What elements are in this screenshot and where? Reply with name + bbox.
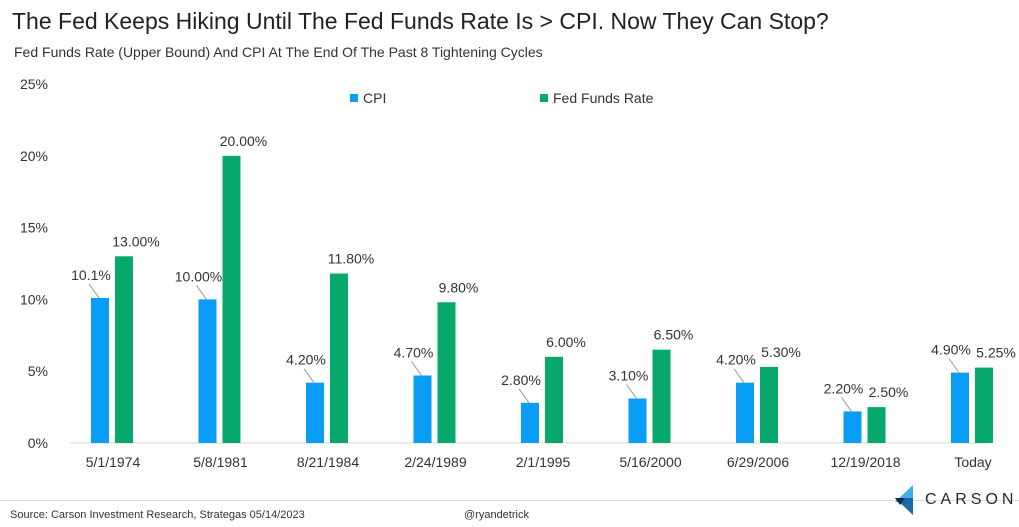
leader-line <box>733 368 745 383</box>
ffr-bar <box>545 356 563 443</box>
cpi-bar <box>843 411 862 443</box>
y-tick-label: 0% <box>28 435 48 451</box>
leader-line <box>196 285 207 300</box>
ffr-bar <box>437 302 456 443</box>
x-tick-label: 2/1/1995 <box>516 454 571 470</box>
cpi-data-label: 2.80% <box>501 372 541 388</box>
legend-swatch <box>350 94 358 102</box>
ffr-data-label: 6.00% <box>546 334 586 350</box>
cpi-bar <box>306 382 324 443</box>
twitter-handle: @ryandetrick <box>464 509 529 521</box>
x-tick-label: Today <box>954 454 991 470</box>
ffr-bar <box>867 407 886 443</box>
x-tick-label: 6/29/2006 <box>727 454 789 470</box>
ffr-bar <box>222 155 241 444</box>
y-tick-label: 15% <box>20 220 48 236</box>
ffr-bar <box>760 366 778 443</box>
legend-label: CPI <box>363 90 386 106</box>
x-tick-label: 5/1/1974 <box>86 454 141 470</box>
leader-line <box>88 283 100 299</box>
ffr-data-label: 9.80% <box>439 279 479 295</box>
leader-line <box>411 361 422 376</box>
cpi-bar <box>521 402 539 443</box>
ffr-data-label: 20.00% <box>220 133 267 149</box>
cpi-data-label: 4.90% <box>931 342 971 358</box>
cpi-data-label: 4.20% <box>286 352 326 368</box>
logo-text: CARSON <box>925 491 1018 508</box>
y-tick-label: 25% <box>20 76 48 92</box>
cpi-data-label: 10.00% <box>175 268 222 284</box>
cpi-data-label: 10.1% <box>71 267 111 283</box>
cpi-bar <box>736 382 754 443</box>
x-tick-label: 5/16/2000 <box>619 454 681 470</box>
footer-divider <box>0 500 1019 501</box>
cpi-data-label: 4.70% <box>394 345 434 361</box>
ffr-data-label: 6.50% <box>654 327 694 343</box>
cpi-data-label: 4.20% <box>716 352 756 368</box>
leader-line <box>841 397 852 412</box>
cpi-bar <box>628 398 647 443</box>
ffr-data-label: 5.30% <box>761 344 801 360</box>
source-note: Source: Carson Investment Research, Stra… <box>10 509 305 521</box>
x-tick-label: 2/24/1989 <box>404 454 466 470</box>
ffr-bar <box>330 273 348 443</box>
cpi-bar <box>198 299 217 443</box>
x-tick-label: 5/8/1981 <box>193 454 248 470</box>
ffr-bar <box>975 367 993 443</box>
ffr-data-label: 13.00% <box>112 233 159 249</box>
legend-label: Fed Funds Rate <box>553 90 654 106</box>
bar-chart: 0% 5% 10% 15% 20% 25% CPI Fed Funds Rate 5/1/197… <box>20 76 1016 470</box>
x-tick-label: 12/19/2018 <box>830 454 900 470</box>
ffr-data-label: 11.80% <box>328 251 374 267</box>
cpi-data-label: 2.20% <box>824 380 864 396</box>
ffr-data-label: 5.25% <box>976 345 1016 361</box>
cpi-bar <box>951 372 969 443</box>
carson-logo: CARSON <box>895 485 1017 515</box>
cpi-data-label: 3.10% <box>609 367 649 383</box>
chart-title: The Fed Keeps Hiking Until The Fed Funds… <box>12 8 829 34</box>
x-tick-label: 8/21/1984 <box>297 454 359 470</box>
cpi-bar <box>91 297 109 443</box>
leader-line <box>948 358 960 373</box>
ffr-data-label: 2.50% <box>869 384 909 400</box>
leader-line <box>518 388 530 404</box>
ffr-bar <box>652 349 671 443</box>
cpi-bar <box>413 375 432 443</box>
chart-subtitle: Fed Funds Rate (Upper Bound) And CPI At … <box>14 44 543 60</box>
y-tick-label: 20% <box>20 148 48 164</box>
y-tick-label: 10% <box>20 291 48 307</box>
y-tick-label: 5% <box>28 363 48 379</box>
leader-line <box>626 384 637 399</box>
ffr-bar <box>115 256 133 443</box>
leader-line <box>303 368 315 383</box>
legend-swatch <box>540 94 548 102</box>
carson-logo-icon <box>895 485 913 515</box>
